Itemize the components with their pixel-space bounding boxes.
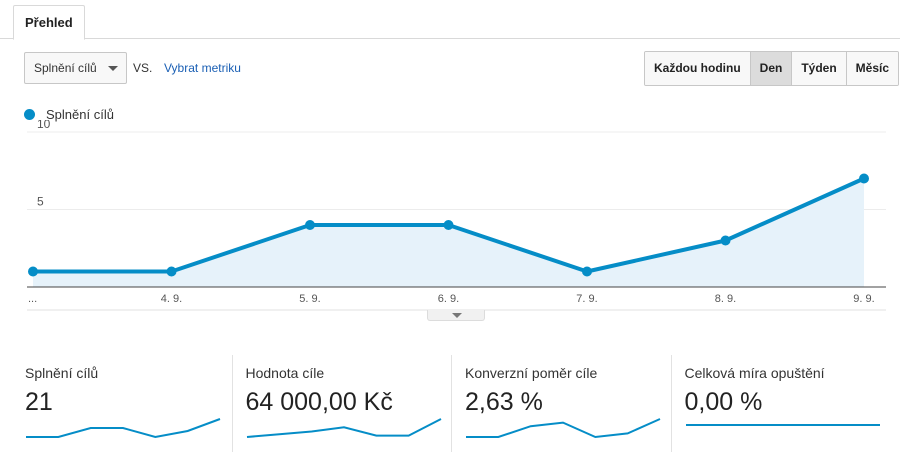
data-point [859, 173, 869, 184]
x-tick-label: 6. 9. [438, 293, 459, 305]
legend-dot-icon [24, 108, 35, 120]
data-point [166, 266, 177, 277]
scorecard-sparkline [466, 418, 661, 439]
series-area [33, 178, 864, 287]
scorecard-sparkline [246, 418, 441, 438]
scorecard-goal-conversion-rate[interactable]: Konverzní poměr cíle 2,63 % [451, 355, 671, 452]
tab-bar: Přehled [0, 0, 900, 40]
chart-collapse-handle[interactable] [427, 310, 485, 321]
scorecard-value: 0,00 % [684, 388, 763, 416]
scorecard-value: 2,63 % [465, 388, 543, 416]
sparkline-path [466, 418, 661, 439]
granularity-week-button[interactable]: Týden [791, 52, 846, 85]
scorecard-goal-value[interactable]: Hodnota cíle 64 000,00 Kč [231, 355, 452, 452]
legend-label: Splnění cílů [46, 106, 114, 122]
vs-label: VS. [133, 61, 153, 75]
scorecard-title: Hodnota cíle [245, 365, 325, 381]
granularity-day-button[interactable]: Den [749, 52, 792, 85]
data-point [305, 220, 315, 230]
data-point [720, 235, 731, 246]
x-tick-label: 7. 9. [576, 293, 597, 305]
sparkline-path [246, 418, 441, 438]
scorecard-sparkline [685, 424, 880, 426]
scorecard-value: 21 [25, 388, 53, 416]
scorecard-title: Konverzní poměr cíle [465, 365, 598, 381]
granularity-hourly-button[interactable]: Každou hodinu [645, 52, 750, 85]
chart-legend: Splnění cílů [24, 106, 114, 122]
scorecard-title: Splnění cílů [25, 365, 99, 381]
data-point [28, 266, 38, 277]
x-tick-label: 4. 9. [161, 293, 182, 305]
y-tick-label: 5 [37, 195, 44, 209]
select-metric-link[interactable]: Vybrat metriku [164, 61, 241, 75]
scorecard-abandonment-rate[interactable]: Celková míra opuštění 0,00 % [670, 355, 891, 452]
x-tick-label: 8. 9. [715, 293, 736, 305]
chevron-down-icon [108, 66, 118, 71]
scorecards: Splnění cílů 21 Hodnota cíle 64 000,00 K… [12, 355, 890, 452]
goal-completions-chart: 5 10... 4. 9. 5. 9. 6. 9. 7. 9. 8. 9. 9. 9. [27, 120, 886, 311]
metric-dropdown-label: Splnění cílů [34, 61, 97, 75]
x-tick-label: ... [28, 293, 37, 305]
x-tick-label: 9. 9. [853, 293, 874, 305]
scorecard-sparkline [26, 418, 221, 439]
tab-overview[interactable]: Přehled [13, 5, 85, 40]
scorecard-title: Celková míra opuštění [684, 365, 825, 381]
metric-dropdown[interactable]: Splnění cílů [24, 52, 127, 84]
scorecard-goal-completions[interactable]: Splnění cílů 21 [12, 355, 232, 452]
granularity-month-button[interactable]: Měsíc [845, 52, 899, 85]
scorecard-value: 64 000,00 Kč [245, 388, 393, 416]
sparkline-path [26, 418, 221, 439]
data-point [443, 220, 454, 230]
caret-down-icon [452, 313, 462, 318]
data-point [582, 266, 592, 277]
granularity-toggle: Každou hodinu Den Týden Měsíc [644, 51, 900, 86]
x-tick-label: 5. 9. [299, 293, 320, 305]
y-tick-label: 10 [37, 120, 51, 131]
